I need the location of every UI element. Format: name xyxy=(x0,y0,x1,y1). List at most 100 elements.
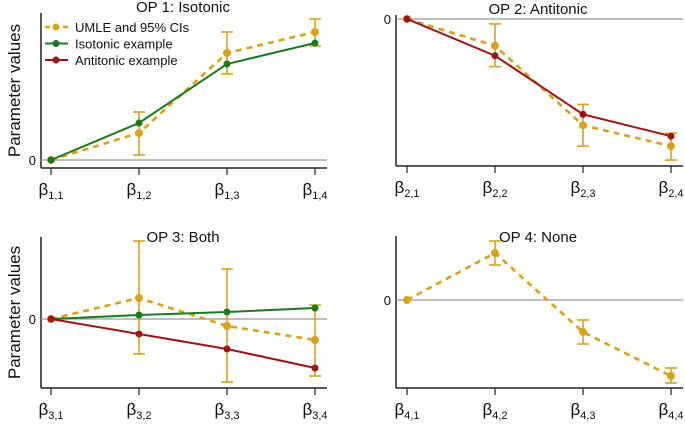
x-tick-symbol: β xyxy=(658,178,668,197)
x-tick-symbol: β xyxy=(214,180,224,199)
x-tick-symbol: β xyxy=(38,180,48,199)
legend-label: Antitonic example xyxy=(75,53,178,68)
legend-label: UMLE and 95% CIs xyxy=(75,20,190,35)
umle-point xyxy=(491,249,499,257)
x-tick-subscript: 2,1 xyxy=(404,188,419,200)
x-tick-symbol: β xyxy=(482,178,492,197)
umle-point xyxy=(579,121,587,130)
panel-title: OP 2: Antitonic xyxy=(489,1,588,18)
legend-swatch-point xyxy=(52,23,60,31)
umle-line xyxy=(50,296,316,342)
isotonic-point xyxy=(223,60,231,68)
x-tick-label: β1,3 xyxy=(214,180,239,202)
x-tick-label: β1,4 xyxy=(302,180,327,202)
y-tick-label: 0 xyxy=(29,312,36,327)
x-tick-subscript: 2,3 xyxy=(580,188,595,200)
antitonic-point xyxy=(579,110,587,118)
umle-point xyxy=(667,142,675,151)
x-tick-label: β2,3 xyxy=(570,178,595,200)
x-tick-label: β1,1 xyxy=(38,180,63,202)
antitonic-line xyxy=(406,18,672,138)
umle-line xyxy=(406,17,672,148)
x-tick-subscript: 4,4 xyxy=(668,410,683,422)
panel-title: OP 4: None xyxy=(499,229,577,246)
x-tick-subscript: 4,1 xyxy=(404,410,419,422)
isotonic-point xyxy=(135,311,143,319)
umle-point xyxy=(135,294,143,302)
isotonic-line xyxy=(50,307,316,320)
umle-point xyxy=(579,328,587,336)
x-tick-subscript: 3,2 xyxy=(136,410,151,422)
umle-line xyxy=(50,30,316,162)
y-tick-label: 0 xyxy=(29,153,36,168)
legend-swatch-point xyxy=(52,56,60,64)
x-tick-label: β2,4 xyxy=(658,178,683,200)
y-axis-label: Parameter values xyxy=(5,246,24,379)
antitonic-point xyxy=(135,330,143,338)
umle-point xyxy=(223,322,231,330)
x-tick-symbol: β xyxy=(570,178,580,197)
x-tick-subscript: 2,2 xyxy=(492,188,507,200)
legend-label: Isotonic example xyxy=(75,37,173,52)
x-tick-symbol: β xyxy=(482,400,492,419)
x-tick-subscript: 3,1 xyxy=(48,410,63,422)
umle-point xyxy=(223,49,231,57)
x-tick-label: β3,4 xyxy=(302,400,327,422)
x-tick-label: β3,2 xyxy=(126,400,151,422)
x-tick-label: β2,2 xyxy=(482,178,507,200)
isotonic-point xyxy=(311,304,319,312)
isotonic-point xyxy=(223,308,231,316)
antitonic-point xyxy=(667,132,675,140)
x-tick-subscript: 1,2 xyxy=(136,190,151,202)
x-tick-symbol: β xyxy=(302,180,312,199)
x-tick-label: β4,3 xyxy=(570,400,595,422)
x-tick-label: β3,3 xyxy=(214,400,239,422)
x-tick-symbol: β xyxy=(658,400,668,419)
x-tick-symbol: β xyxy=(214,400,224,419)
x-tick-symbol: β xyxy=(394,178,404,197)
antitonic-point xyxy=(403,15,411,23)
x-tick-label: β4,1 xyxy=(394,400,419,422)
umle-point xyxy=(667,372,675,380)
x-tick-symbol: β xyxy=(394,400,404,419)
legend-swatch-point xyxy=(52,40,60,47)
antitonic-line xyxy=(50,318,316,369)
umle-point xyxy=(311,28,319,36)
y-tick-label: 0 xyxy=(384,293,391,308)
x-tick-subscript: 3,4 xyxy=(312,410,327,422)
legend: UMLE and 95% CIs Isotonic exampleAntitoni… xyxy=(45,20,190,68)
antitonic-point xyxy=(223,345,231,353)
panel-title: OP 3: Both xyxy=(146,229,219,246)
x-tick-label: β1,2 xyxy=(126,180,151,202)
antitonic-point xyxy=(47,315,55,323)
isotonic-point xyxy=(135,119,143,127)
isotonic-line xyxy=(50,42,316,161)
isotonic-point xyxy=(47,156,55,164)
antitonic-point xyxy=(491,52,499,60)
x-tick-subscript: 1,1 xyxy=(48,190,63,202)
x-tick-label: β2,1 xyxy=(394,178,419,200)
x-tick-subscript: 2,4 xyxy=(668,188,683,200)
y-axis-label: Parameter values xyxy=(5,24,24,157)
x-tick-subscript: 4,3 xyxy=(580,410,595,422)
x-tick-subscript: 1,4 xyxy=(312,190,327,202)
umle-line xyxy=(406,251,672,378)
x-tick-label: β4,4 xyxy=(658,400,683,422)
isotonic-point xyxy=(311,39,319,47)
x-tick-subscript: 4,2 xyxy=(492,410,507,422)
umle-point xyxy=(135,129,143,137)
umle-point xyxy=(491,41,499,50)
x-tick-subscript: 1,3 xyxy=(224,190,239,202)
x-tick-symbol: β xyxy=(570,400,580,419)
x-tick-symbol: β xyxy=(38,400,48,419)
x-tick-symbol: β xyxy=(126,180,136,199)
panel-title: OP 1: Isotonic xyxy=(136,0,230,16)
x-tick-label: β4,2 xyxy=(482,400,507,422)
x-tick-label: β3,1 xyxy=(38,400,63,422)
x-tick-symbol: β xyxy=(126,400,136,419)
x-tick-subscript: 3,3 xyxy=(224,410,239,422)
